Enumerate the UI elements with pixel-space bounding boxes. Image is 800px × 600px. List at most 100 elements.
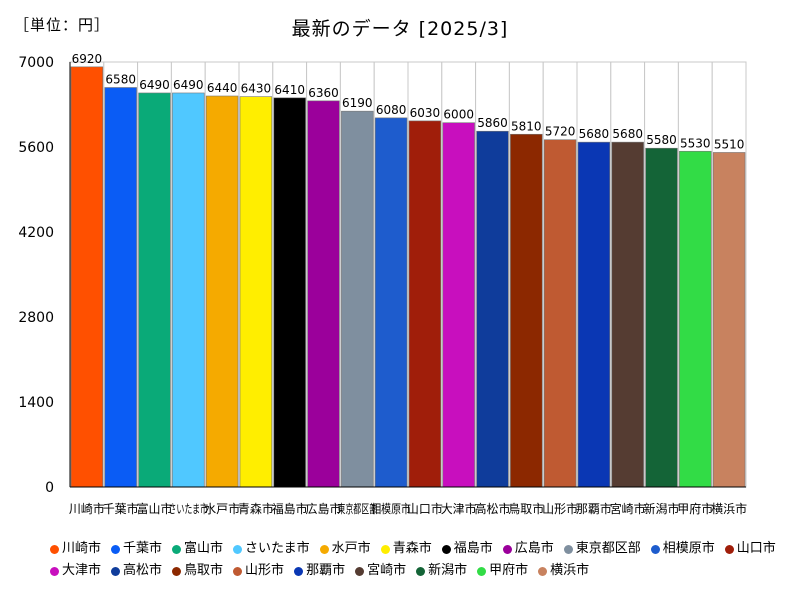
legend-marker	[441, 544, 451, 554]
legend-label: 青森市	[392, 541, 432, 556]
bar	[679, 150, 712, 488]
x-tick-label: 甲府市	[677, 501, 713, 516]
legend-marker	[724, 544, 734, 554]
bar-value-label: 6920	[72, 52, 103, 66]
legend-marker	[563, 544, 573, 554]
legend-label: 福島市	[453, 541, 493, 556]
legend-label: 山口市	[736, 541, 776, 556]
legend-marker	[172, 544, 182, 554]
legend-item: 新潟市	[416, 560, 467, 582]
y-tick-label: 1400	[18, 395, 54, 411]
bar-value-label: 6080	[376, 103, 407, 117]
x-tick-label: 川崎市	[69, 501, 105, 516]
bar	[104, 87, 137, 488]
x-tick-label: 東京都区部	[337, 501, 377, 516]
x-tick-label: 新潟市	[644, 501, 680, 516]
x-tick-label: 青森市	[238, 501, 274, 516]
legend-item: 水戸市	[319, 538, 371, 560]
legend-marker	[650, 544, 660, 554]
y-tick-label: 4200	[18, 225, 54, 241]
legend-marker	[380, 544, 390, 554]
legend-item: 福島市	[441, 538, 493, 560]
legend-item: 山形市	[233, 560, 284, 582]
y-tick-label: 7000	[18, 55, 54, 71]
x-tick-label: 宮崎市	[610, 501, 646, 516]
legend-item: 相模原市	[650, 538, 715, 560]
legend-label: 宮崎市	[367, 563, 407, 578]
bar-value-label: 6430	[241, 82, 272, 96]
legend-item: 千葉市	[111, 538, 162, 560]
legend-marker	[233, 544, 243, 554]
legend-marker	[502, 544, 512, 554]
bar	[543, 139, 577, 488]
bar-value-label: 6580	[105, 73, 136, 87]
legend-label: 広島市	[514, 541, 554, 556]
legend-marker	[50, 566, 59, 576]
chart-legend: 川崎市 千葉市 富山市 さいたま市 水戸市 青森市 福島市 広島市 東京都区部 相模原市 山口市 大津…	[50, 538, 790, 582]
legend-item: 横浜市	[538, 560, 589, 582]
legend-item: 青森市	[380, 538, 432, 560]
chart-title: 最新のデータ [2025/3]	[291, 18, 509, 40]
legend-label: 新潟市	[428, 563, 468, 578]
bar-value-label: 5580	[646, 133, 677, 147]
legend-marker	[538, 566, 548, 576]
bar-value-label: 5860	[477, 116, 508, 130]
legend-label: 川崎市	[62, 541, 102, 556]
legend-marker	[111, 566, 121, 576]
bar	[239, 96, 273, 488]
x-tick-label: 相模原市	[371, 501, 411, 516]
x-tick-label: 鳥取市	[508, 501, 544, 516]
legend-label: 那覇市	[306, 563, 346, 578]
legend-item: 山口市	[724, 538, 776, 560]
bar-value-label: 5510	[714, 137, 745, 151]
x-tick-label: 高松市	[475, 501, 511, 516]
legend-label: 大津市	[62, 563, 102, 578]
legend-label: 高松市	[123, 563, 163, 578]
bar-value-label: 6440	[207, 81, 238, 95]
bar	[442, 122, 475, 488]
legend-item: 広島市	[502, 538, 554, 560]
bar	[510, 133, 543, 488]
bar-value-label: 5810	[511, 119, 542, 133]
bar	[374, 117, 408, 488]
bar	[70, 66, 104, 488]
legend-label: 甲府市	[489, 563, 529, 578]
bar	[712, 152, 746, 488]
bar	[408, 120, 442, 488]
x-tick-label: 山口市	[407, 501, 443, 516]
legend-marker	[294, 566, 304, 576]
x-tick-label: 山形市	[542, 501, 578, 516]
bar	[341, 110, 374, 488]
bar	[138, 92, 171, 488]
x-tick-label: 大津市	[441, 501, 477, 516]
legend-item: さいたま市	[233, 538, 310, 560]
legend-label: 鳥取市	[184, 563, 224, 578]
x-tick-label: さいたま市	[168, 501, 208, 516]
legend-label: さいたま市	[245, 541, 310, 556]
legend-item: 高松市	[111, 560, 162, 582]
x-tick-label: 広島市	[306, 501, 342, 516]
bar-value-label: 5680	[579, 127, 610, 141]
legend-label: 山形市	[245, 563, 285, 578]
bar-value-label: 5720	[545, 125, 576, 139]
bar	[172, 92, 205, 488]
bar	[611, 141, 644, 488]
bar	[273, 97, 306, 488]
x-tick-label: 那覇市	[576, 501, 612, 516]
legend-marker	[233, 566, 243, 576]
bar-value-label: 6490	[139, 78, 170, 92]
bar	[205, 95, 239, 488]
legend-item: 富山市	[172, 538, 223, 560]
legend-item: 川崎市	[50, 538, 101, 560]
y-tick-label: 2800	[18, 310, 54, 326]
legend-marker	[172, 566, 182, 576]
y-tick-label: 5600	[18, 140, 54, 156]
bar	[577, 141, 611, 488]
bar-value-label: 6190	[342, 96, 373, 110]
x-tick-label: 横浜市	[711, 501, 747, 516]
bar	[307, 100, 340, 488]
legend-label: 水戸市	[331, 541, 371, 556]
x-tick-label: 福島市	[272, 501, 308, 516]
legend-label: 横浜市	[550, 563, 590, 578]
